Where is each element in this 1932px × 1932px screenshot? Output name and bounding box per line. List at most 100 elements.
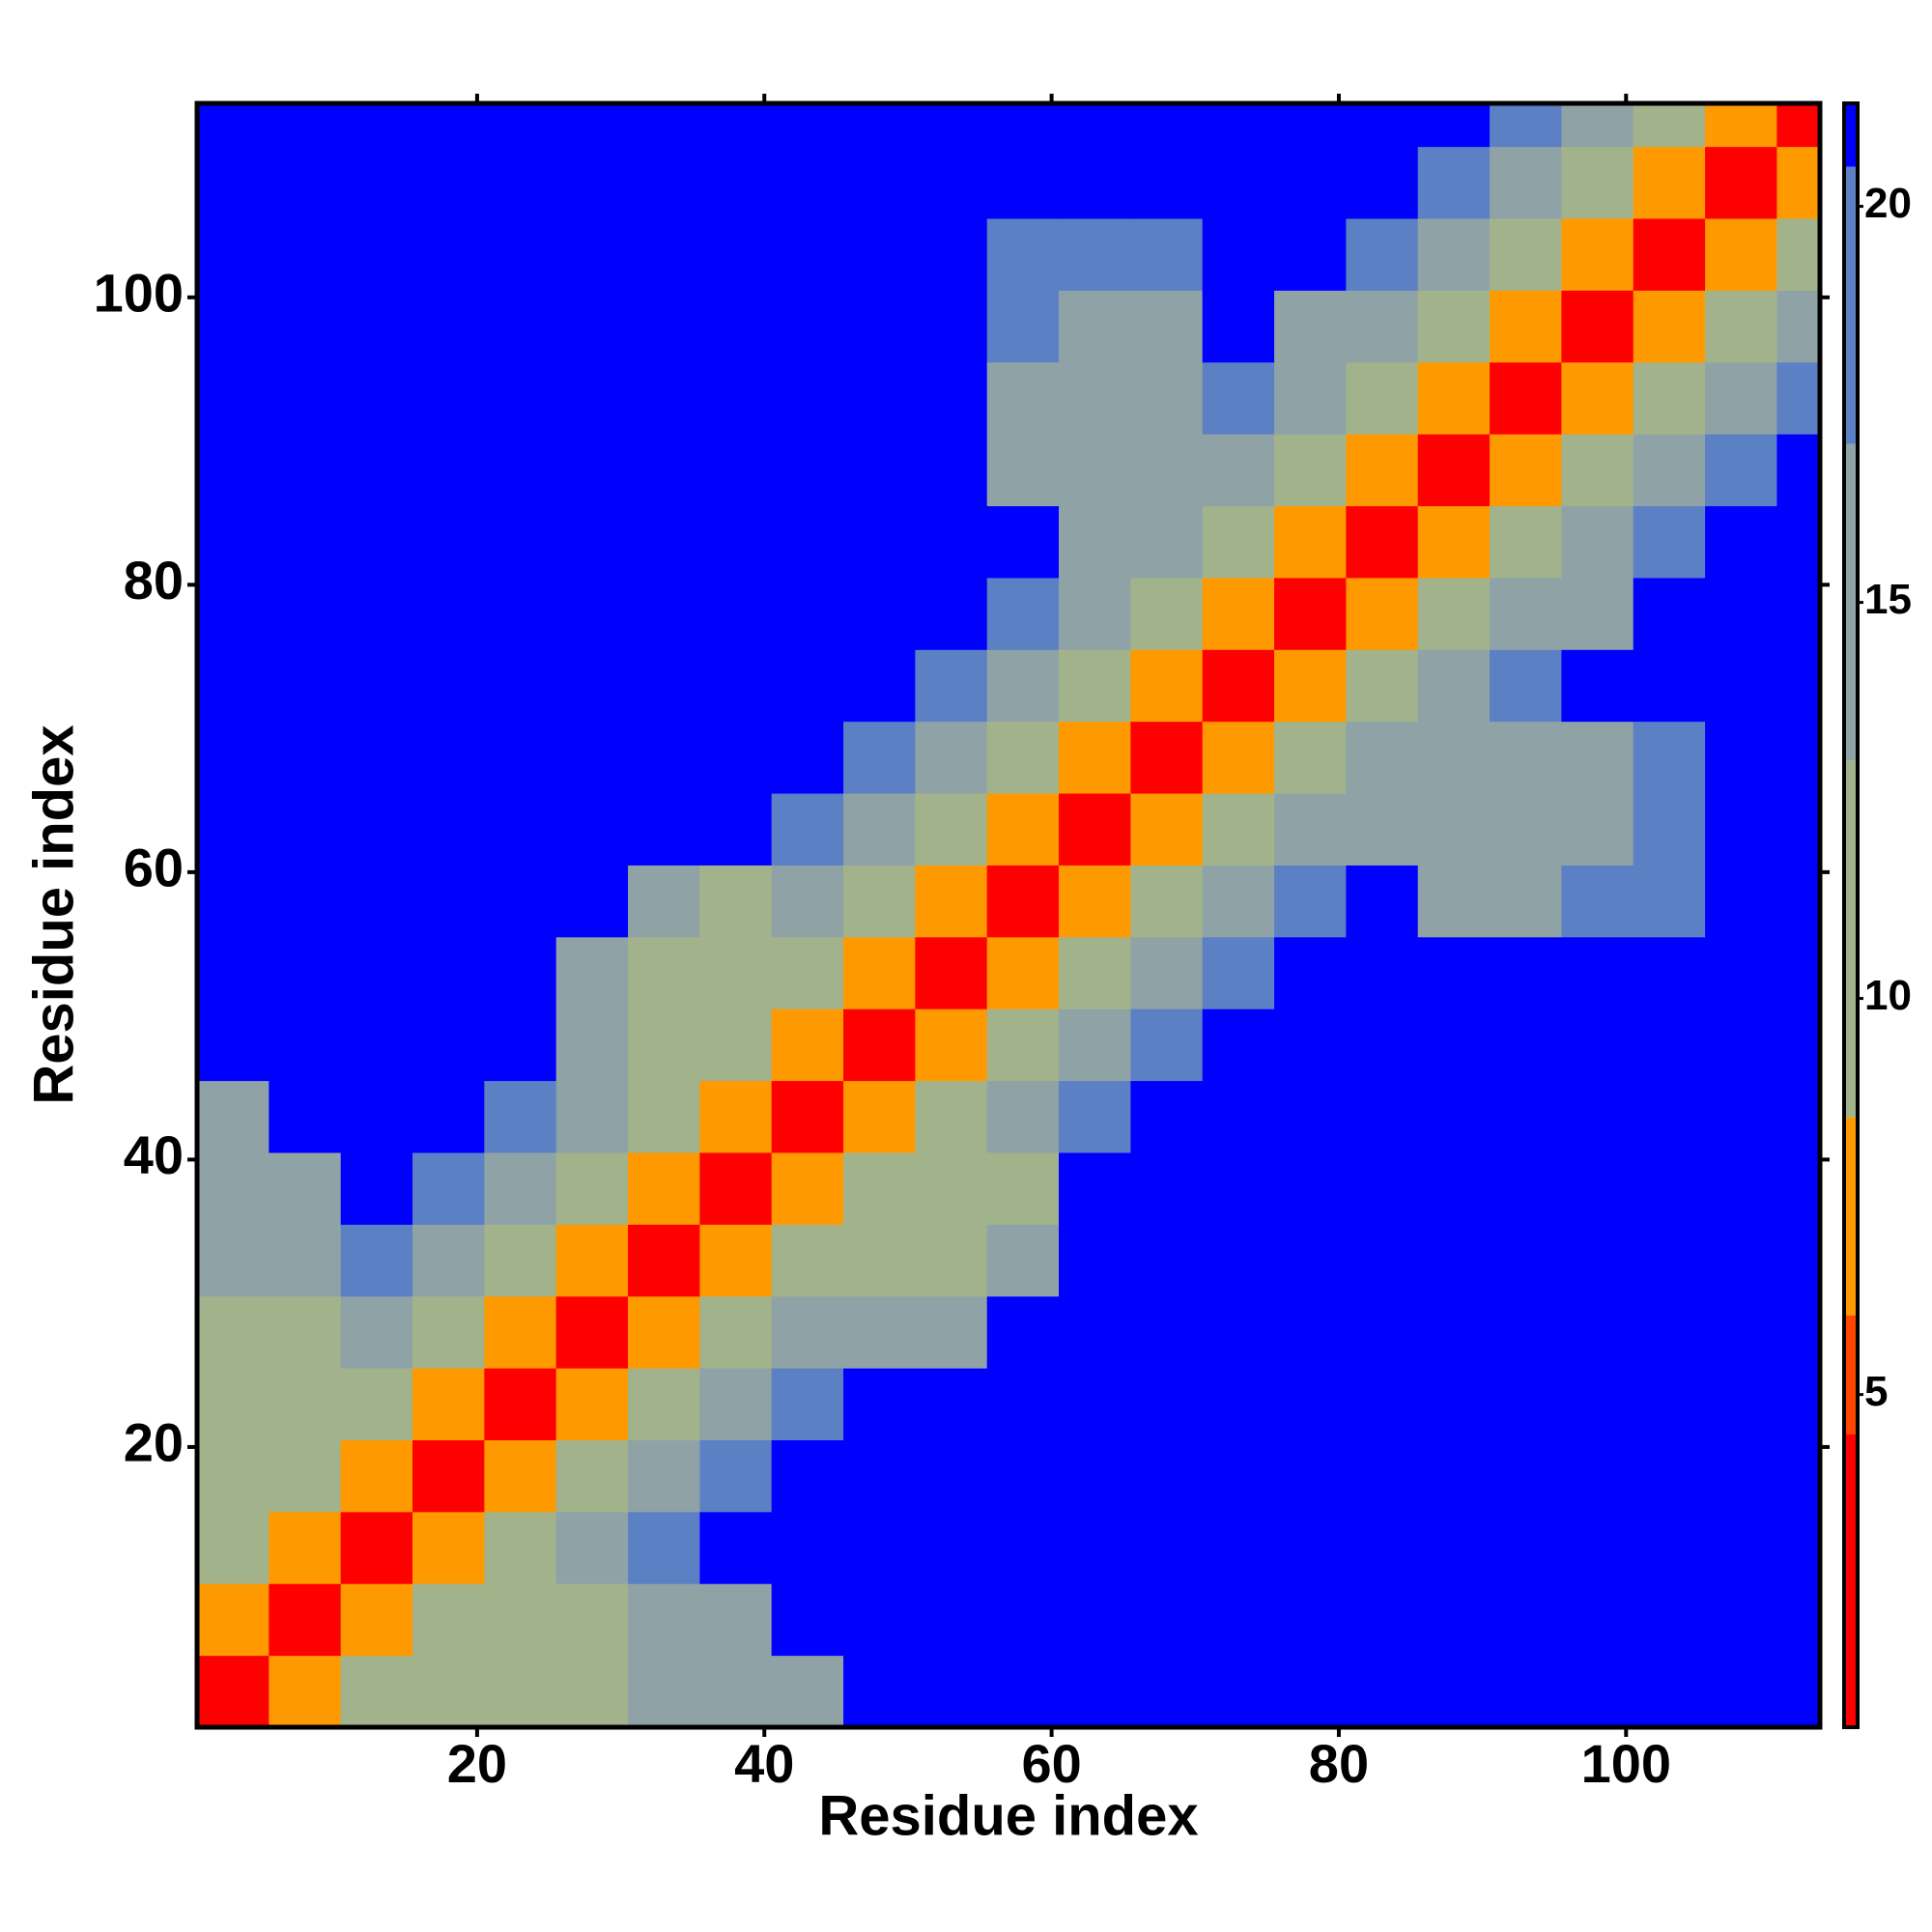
heatmap-cell bbox=[484, 1295, 557, 1369]
heatmap-cell bbox=[843, 146, 916, 219]
heatmap-cell bbox=[771, 146, 844, 219]
heatmap-cell bbox=[1490, 577, 1562, 650]
heatmap-cell bbox=[1274, 1511, 1347, 1584]
heatmap-cell bbox=[986, 1295, 1060, 1369]
heatmap-cell bbox=[1346, 505, 1419, 579]
heatmap-cell bbox=[555, 649, 629, 723]
heatmap-cell bbox=[484, 1080, 557, 1153]
heatmap-cell bbox=[1202, 361, 1275, 435]
heatmap-cell bbox=[1274, 218, 1347, 291]
heatmap-cell bbox=[1417, 1080, 1491, 1153]
heatmap-cell bbox=[1274, 103, 1347, 148]
heatmap-cells bbox=[197, 103, 1820, 1727]
heatmap-cell bbox=[843, 1583, 916, 1657]
heatmap-cell bbox=[1705, 290, 1777, 363]
heatmap-cell bbox=[1561, 505, 1634, 579]
heatmap-cell bbox=[1202, 1295, 1275, 1369]
heatmap-cell bbox=[628, 936, 700, 1009]
heatmap-cell bbox=[340, 218, 413, 291]
heatmap-cell bbox=[699, 721, 773, 794]
heatmap-cell bbox=[340, 1439, 413, 1513]
heatmap-cell bbox=[269, 577, 342, 650]
heatmap-cell bbox=[340, 1295, 413, 1369]
heatmap-cell bbox=[555, 290, 629, 363]
heatmap-cell bbox=[1417, 1655, 1491, 1727]
heatmap-cell bbox=[1274, 865, 1347, 938]
heatmap-cell bbox=[1776, 1080, 1820, 1153]
heatmap-cell bbox=[1561, 649, 1634, 723]
heatmap-cell bbox=[1346, 290, 1419, 363]
heatmap-cell bbox=[986, 936, 1060, 1009]
heatmap-cell bbox=[1633, 865, 1706, 938]
heatmap-cell bbox=[628, 1511, 700, 1584]
heatmap-cell bbox=[915, 1151, 988, 1225]
heatmap-cell bbox=[915, 361, 988, 435]
heatmap-cell bbox=[340, 1009, 413, 1082]
heatmap-cell bbox=[1490, 1368, 1562, 1440]
colorbar-tick-label: 15 bbox=[1864, 576, 1912, 623]
heatmap-cell bbox=[771, 1368, 844, 1440]
heatmap-cell bbox=[771, 1224, 844, 1297]
heatmap-cell bbox=[1417, 793, 1491, 866]
heatmap-cell bbox=[197, 361, 270, 435]
heatmap-cell bbox=[986, 1368, 1060, 1440]
heatmap-cell bbox=[269, 505, 342, 579]
heatmap-cell bbox=[1561, 146, 1634, 219]
heatmap-cell bbox=[484, 1151, 557, 1225]
heatmap-cell bbox=[1561, 103, 1634, 148]
heatmap-cell bbox=[555, 1224, 629, 1297]
heatmap-cell bbox=[986, 146, 1060, 219]
heatmap-cell bbox=[1490, 1511, 1562, 1584]
heatmap-cell bbox=[699, 218, 773, 291]
heatmap-cell bbox=[1059, 290, 1131, 363]
heatmap-cell bbox=[412, 146, 485, 219]
colorbar-tick-label: 5 bbox=[1864, 1368, 1888, 1415]
heatmap-cell bbox=[1059, 1511, 1131, 1584]
heatmap-cell bbox=[1633, 1439, 1706, 1513]
heatmap-cell bbox=[340, 865, 413, 938]
heatmap-cell bbox=[915, 1583, 988, 1657]
heatmap-cell bbox=[340, 361, 413, 435]
heatmap-cell bbox=[269, 1009, 342, 1082]
heatmap-cell bbox=[1059, 865, 1131, 938]
heatmap-cell bbox=[412, 1151, 485, 1225]
heatmap-cell bbox=[1059, 1655, 1131, 1727]
heatmap-cell bbox=[269, 1080, 342, 1153]
heatmap-cell bbox=[1705, 865, 1777, 938]
y-tick-label: 80 bbox=[124, 550, 184, 611]
heatmap-cell bbox=[1130, 577, 1204, 650]
heatmap-cell bbox=[986, 1655, 1060, 1727]
heatmap-cell bbox=[1633, 1080, 1706, 1153]
heatmap-cell bbox=[1705, 577, 1777, 650]
heatmap-cell bbox=[628, 1080, 700, 1153]
heatmap-cell bbox=[555, 1151, 629, 1225]
heatmap-cell bbox=[412, 577, 485, 650]
heatmap-cell bbox=[628, 793, 700, 866]
heatmap-cell bbox=[1130, 146, 1204, 219]
heatmap-cell bbox=[915, 1295, 988, 1369]
heatmap-cell bbox=[484, 361, 557, 435]
heatmap-cell bbox=[699, 1439, 773, 1513]
heatmap-cell bbox=[628, 1368, 700, 1440]
heatmap-cell bbox=[771, 1009, 844, 1082]
heatmap-cell bbox=[628, 1224, 700, 1297]
heatmap-cell bbox=[412, 1009, 485, 1082]
heatmap-cell bbox=[1130, 936, 1204, 1009]
heatmap-cell bbox=[1059, 1009, 1131, 1082]
heatmap-cell bbox=[1490, 649, 1562, 723]
colorbar-band bbox=[1844, 1315, 1858, 1435]
heatmap-cell bbox=[340, 290, 413, 363]
heatmap-cell bbox=[1561, 1009, 1634, 1082]
heatmap-cell bbox=[1561, 1511, 1634, 1584]
heatmap-cell bbox=[197, 1295, 270, 1369]
heatmap-cell bbox=[771, 1583, 844, 1657]
heatmap-cell bbox=[484, 1583, 557, 1657]
heatmap-cell bbox=[1274, 721, 1347, 794]
heatmap-cell bbox=[555, 793, 629, 866]
heatmap-cell bbox=[269, 434, 342, 507]
heatmap-cell bbox=[197, 1368, 270, 1440]
heatmap-cell bbox=[484, 1368, 557, 1440]
heatmap-cell bbox=[1776, 1368, 1820, 1440]
heatmap-cell bbox=[1346, 577, 1419, 650]
heatmap-cell bbox=[1776, 434, 1820, 507]
